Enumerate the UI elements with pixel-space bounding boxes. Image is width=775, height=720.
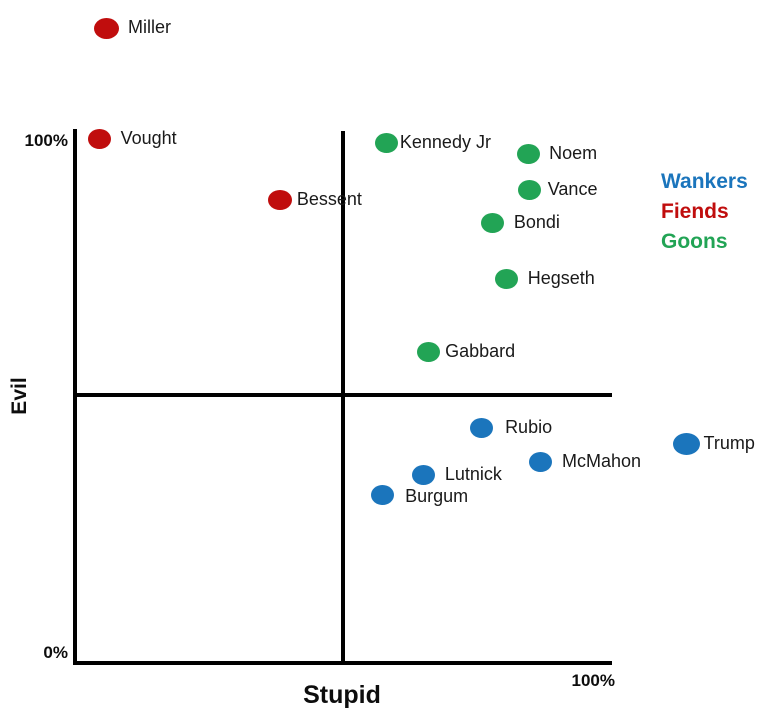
data-point-kennedy-jr <box>375 132 399 153</box>
point-label-rubio: Rubio <box>505 417 553 438</box>
point-label-bessent: Bessent <box>296 188 362 209</box>
point-label-bondi: Bondi <box>513 211 560 232</box>
point-label-vance: Vance <box>547 179 598 200</box>
data-point-miller <box>93 17 119 39</box>
data-point-hegseth <box>495 269 519 290</box>
point-label-noem: Noem <box>549 143 598 164</box>
point-label-lutnick: Lutnick <box>444 463 502 484</box>
y-axis-line <box>73 129 77 665</box>
point-label-mcmahon: McMahon <box>561 451 642 472</box>
point-label-hegseth: Hegseth <box>527 268 595 289</box>
legend: Wankers Fiends Goons <box>661 167 748 257</box>
x-axis-title: Stupid <box>303 681 381 709</box>
data-point-vought <box>88 129 112 150</box>
legend-item-goons: Goons <box>661 230 728 253</box>
data-point-burgum <box>370 485 394 506</box>
data-point-rubio <box>469 418 493 439</box>
point-label-trump: Trump <box>703 433 755 454</box>
point-label-gabbard: Gabbard <box>445 341 516 362</box>
x-axis-max-tick: 100% <box>571 671 615 690</box>
data-point-trump <box>673 432 700 455</box>
y-axis-max-tick: 100% <box>24 131 68 150</box>
data-point-gabbard <box>416 342 440 363</box>
y-axis-title: Evil <box>8 377 31 415</box>
vertical-midline <box>341 131 345 663</box>
y-axis-min-tick: 0% <box>43 643 68 662</box>
data-point-mcmahon <box>529 452 553 473</box>
data-point-bondi <box>481 212 505 233</box>
horizontal-midline <box>77 393 612 397</box>
data-point-bessent <box>267 189 292 210</box>
data-point-noem <box>516 143 540 164</box>
x-axis-line <box>73 661 612 665</box>
data-point-vance <box>518 180 542 201</box>
point-label-kennedy-jr: Kennedy Jr <box>399 131 491 152</box>
point-label-miller: Miller <box>128 17 172 38</box>
data-point-lutnick <box>412 464 436 485</box>
point-label-burgum: Burgum <box>405 486 469 507</box>
point-label-vought: Vought <box>120 128 177 149</box>
legend-item-fiends: Fiends <box>661 200 729 223</box>
legend-item-wankers: Wankers <box>661 170 748 193</box>
